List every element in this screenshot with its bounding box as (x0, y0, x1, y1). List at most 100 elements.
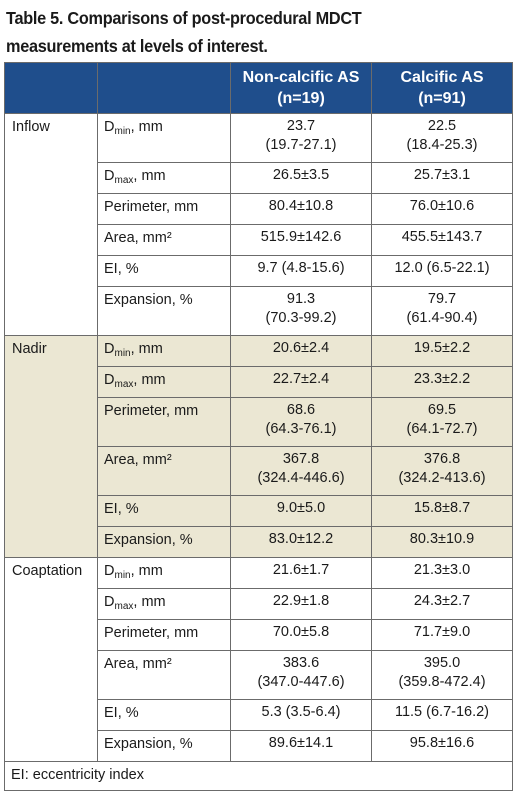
measure-label: Dmax, mm (97, 366, 231, 398)
value-line: 80.4±10.8 (268, 198, 334, 214)
measure-label: Dmin, mm (97, 335, 231, 367)
value-non-calcific: 9.0±5.0 (230, 495, 372, 527)
value-calcific: 23.3±2.2 (371, 366, 513, 398)
measure-name: Area, mm² (104, 656, 172, 672)
measure-subscript: min (114, 126, 131, 137)
value-non-calcific: 21.6±1.7 (230, 557, 372, 589)
value-non-calcific: 26.5±3.5 (230, 162, 372, 194)
value-line: 9.7 (4.8-15.6) (257, 260, 345, 276)
measure-name: D (104, 594, 115, 610)
value-non-calcific: 20.6±2.4 (230, 335, 372, 367)
table-row: Expansion, % 91.3 (70.3-99.2) 79.7 (61.4-90.… (5, 286, 513, 336)
value-non-calcific: 83.0±12.2 (230, 526, 372, 558)
value-line: (19.7-27.1) (265, 137, 337, 153)
table-row: Nadir Dmin, mm 20.6±2.4 19.5±2.2 (4, 335, 513, 558)
value-line: 79.7 (427, 291, 457, 307)
value-line: (18.4-25.3) (406, 137, 478, 153)
value-non-calcific: 70.0±5.8 (230, 619, 372, 651)
value-non-calcific: 68.6 (64.3-76.1) (230, 397, 372, 447)
measure-label: Area, mm² (97, 224, 231, 256)
header-calcific-line2: (n=91) (418, 90, 466, 107)
value-line: 22.9±1.8 (272, 593, 330, 609)
value-line: 9.0±5.0 (276, 500, 326, 516)
value-line: 22.7±2.4 (272, 371, 330, 387)
value-calcific: 76.0±10.6 (371, 193, 513, 225)
value-line: 376.8 (423, 451, 461, 467)
value-line: 91.3 (286, 291, 316, 307)
table-row: Perimeter, mm 68.6 (64.3-76.1) 69.5 (64.1-72… (5, 397, 513, 447)
value-calcific: 80.3±10.9 (371, 526, 513, 558)
measure-unit: , mm (133, 372, 166, 388)
value-line: 515.9±142.6 (260, 229, 342, 245)
table-row: EI, % 9.0±5.0 15.8±8.7 (5, 495, 513, 527)
header-calcific: Calcific AS (n=91) (371, 62, 513, 114)
value-non-calcific: 23.7 (19.7-27.1) (230, 113, 372, 163)
measure-unit: , mm (133, 168, 166, 184)
measure-name: Perimeter, mm (104, 199, 199, 215)
measure-name: D (104, 119, 115, 135)
measure-label: Area, mm² (97, 650, 231, 700)
measure-label: Dmax, mm (97, 162, 231, 194)
value-line: 367.8 (282, 451, 320, 467)
group-label: Coaptation (4, 557, 98, 762)
value-line: 455.5±143.7 (401, 229, 483, 245)
measure-label: EI, % (97, 699, 231, 731)
measure-name: EI, % (104, 501, 139, 517)
value-non-calcific: 91.3 (70.3-99.2) (230, 286, 372, 336)
measure-label: Expansion, % (97, 286, 231, 336)
value-line: 383.6 (282, 655, 320, 671)
measure-name: D (104, 168, 115, 184)
value-line: 89.6±14.1 (268, 735, 334, 751)
value-line: 71.7±9.0 (413, 624, 471, 640)
measure-name: Area, mm² (104, 452, 172, 468)
value-calcific: 12.0 (6.5-22.1) (371, 255, 513, 287)
value-line: (324.2-413.6) (398, 470, 486, 486)
value-non-calcific: 9.7 (4.8-15.6) (230, 255, 372, 287)
value-line: (64.1-72.7) (406, 421, 478, 437)
value-line: 12.0 (6.5-22.1) (394, 260, 490, 276)
value-line: 21.6±1.7 (272, 562, 330, 578)
measure-name: EI, % (104, 261, 139, 277)
table-row: Area, mm² 515.9±142.6 455.5±143.7 (5, 224, 513, 256)
measure-label: Area, mm² (97, 446, 231, 496)
value-calcific: 79.7 (61.4-90.4) (371, 286, 513, 336)
table-row: Dmax, mm 22.9±1.8 24.3±2.7 (5, 588, 513, 620)
measure-subscript: max (114, 379, 134, 390)
value-calcific: 25.7±3.1 (371, 162, 513, 194)
header-blank-measure (97, 62, 231, 114)
measure-subscript: max (114, 175, 134, 186)
measure-label: Dmin, mm (97, 557, 231, 589)
table-row: Perimeter, mm 80.4±10.8 76.0±10.6 (5, 193, 513, 225)
value-line: 68.6 (286, 402, 316, 418)
measure-label: Dmin, mm (97, 113, 231, 163)
value-line: 23.7 (286, 118, 316, 134)
value-non-calcific: 5.3 (3.5-6.4) (230, 699, 372, 731)
value-non-calcific: 383.6 (347.0-447.6) (230, 650, 372, 700)
value-line: (70.3-99.2) (265, 310, 337, 326)
value-line: 76.0±10.6 (409, 198, 475, 214)
measure-subscript: min (114, 348, 131, 359)
footnote: EI: eccentricity index (4, 761, 513, 791)
measure-label: Dmax, mm (97, 588, 231, 620)
value-calcific: 19.5±2.2 (371, 335, 513, 367)
value-non-calcific: 89.6±14.1 (230, 730, 372, 762)
measure-label: EI, % (97, 255, 231, 287)
measure-name: Expansion, % (104, 532, 193, 548)
group-label: Nadir (4, 335, 98, 558)
value-non-calcific: 80.4±10.8 (230, 193, 372, 225)
measure-name: D (104, 563, 115, 579)
measure-label: Expansion, % (97, 730, 231, 762)
footnote-row: EI: eccentricity index (4, 761, 513, 791)
header-non-calcific-line1: Non-calcific AS (242, 69, 360, 86)
measure-name: Perimeter, mm (104, 625, 199, 641)
value-calcific: 15.8±8.7 (371, 495, 513, 527)
measure-label: Perimeter, mm (97, 619, 231, 651)
table-row: Area, mm² 367.8 (324.4-446.6) 376.8 (324.2-4… (5, 446, 513, 496)
value-line: 21.3±3.0 (413, 562, 471, 578)
value-calcific: 22.5 (18.4-25.3) (371, 113, 513, 163)
value-calcific: 95.8±16.6 (371, 730, 513, 762)
value-non-calcific: 22.9±1.8 (230, 588, 372, 620)
measure-label: EI, % (97, 495, 231, 527)
table-figure: Table 5. Comparisons of post-procedural … (4, 8, 513, 791)
value-calcific: 24.3±2.7 (371, 588, 513, 620)
